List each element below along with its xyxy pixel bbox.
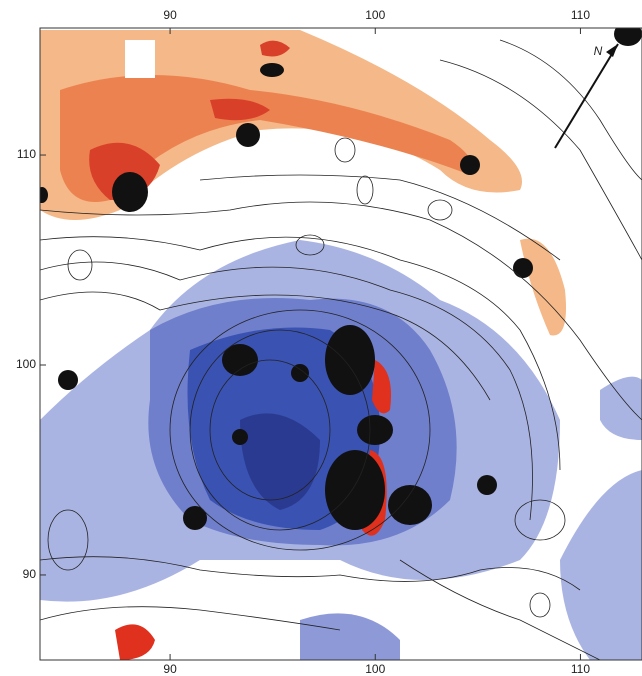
y-tick-label: 110 <box>17 147 36 161</box>
x-tick-label: 90 <box>163 8 177 22</box>
north-label: N <box>594 44 603 58</box>
x-tick-label: 110 <box>571 8 590 22</box>
x-tick-label: 90 <box>163 662 177 676</box>
map-field <box>40 28 642 660</box>
x-tick-label: 100 <box>365 8 385 22</box>
y-tick-label: 100 <box>16 357 36 371</box>
x-tick-label: 110 <box>571 662 590 676</box>
map-frame <box>39 27 642 661</box>
x-tick-label: 100 <box>365 662 385 676</box>
y-tick-label: 90 <box>23 567 37 581</box>
